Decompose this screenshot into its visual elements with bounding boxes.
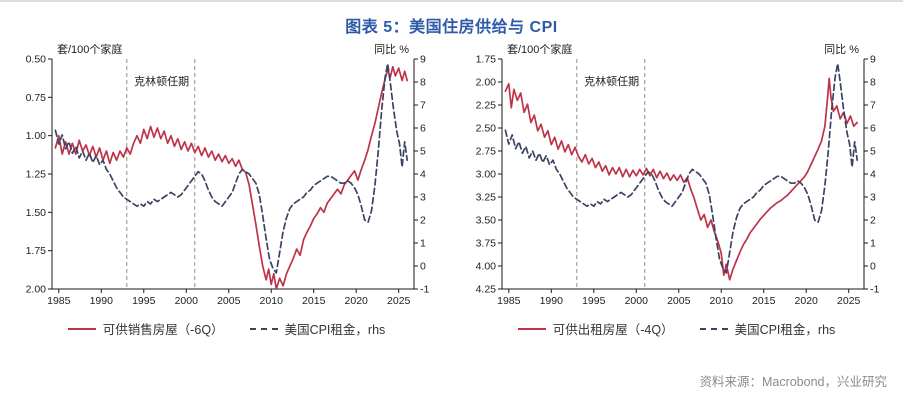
svg-text:2.50: 2.50 [475, 123, 496, 135]
svg-text:2015: 2015 [302, 295, 326, 307]
svg-text:1995: 1995 [132, 295, 156, 307]
svg-text:6: 6 [870, 123, 876, 135]
svg-text:2000: 2000 [174, 295, 198, 307]
svg-text:1: 1 [870, 238, 876, 250]
svg-text:套/100个家庭: 套/100个家庭 [57, 42, 122, 56]
legend-label: 美国CPI租金，rhs [284, 323, 386, 337]
charts-row: 0.50 0.75 1.00 1.25 1.50 1.75 2.00 9 8 7 6 5 4 3 2 1 0 -1… [0, 41, 903, 338]
legend-right-chart: 可供出租房屋（-4Q） 美国CPI租金，rhs [455, 319, 899, 338]
svg-text:1.00: 1.00 [25, 130, 46, 142]
svg-text:5: 5 [870, 146, 876, 158]
svg-text:2.25: 2.25 [475, 100, 496, 112]
svg-text:3.50: 3.50 [475, 215, 496, 227]
rental-homes-chart-canvas: 1.75 2.00 2.25 2.50 2.75 3.00 3.25 3.50 3.75 4.00… [475, 42, 879, 307]
dashed-line-sample-icon [249, 327, 278, 330]
top-divider [0, 0, 903, 2]
svg-text:5: 5 [420, 146, 426, 158]
svg-text:同比 %: 同比 % [824, 43, 859, 56]
svg-text:2020: 2020 [794, 295, 818, 307]
solid-line-sample-icon [517, 327, 546, 330]
svg-text:1990: 1990 [539, 295, 563, 307]
svg-text:-1: -1 [420, 284, 429, 296]
svg-text:0.50: 0.50 [25, 54, 46, 66]
legend-left-chart: 可供销售房屋（-6Q） 美国CPI租金，rhs [5, 319, 449, 338]
svg-text:1.75: 1.75 [25, 245, 46, 257]
svg-text:2025: 2025 [387, 295, 411, 307]
svg-text:1.50: 1.50 [25, 207, 46, 219]
svg-text:2010: 2010 [709, 295, 733, 307]
chart-rental-homes-vs-cpi: 1.75 2.00 2.25 2.50 2.75 3.00 3.25 3.50 3.75 4.00… [455, 41, 899, 338]
svg-text:3.75: 3.75 [475, 238, 496, 250]
svg-text:6: 6 [420, 123, 426, 135]
legend-label: 美国CPI租金，rhs [734, 323, 836, 337]
svg-text:1985: 1985 [497, 295, 521, 307]
svg-text:4: 4 [420, 169, 426, 181]
legend-series-homes-for-sale: 可供销售房屋（-6Q） [67, 319, 224, 338]
svg-text:7: 7 [420, 100, 426, 112]
svg-text:8: 8 [870, 77, 876, 89]
svg-text:2015: 2015 [752, 295, 776, 307]
svg-text:2005: 2005 [667, 295, 691, 307]
data-source: 资料来源：Macrobond，兴业研究 [699, 375, 887, 389]
svg-text:2000: 2000 [624, 295, 648, 307]
svg-text:克林顿任期: 克林顿任期 [584, 74, 639, 88]
svg-text:3.25: 3.25 [475, 192, 496, 204]
svg-text:2: 2 [870, 215, 876, 227]
legend-label: 可供销售房屋（-6Q） [102, 323, 224, 337]
svg-text:2.00: 2.00 [475, 77, 496, 89]
svg-text:2010: 2010 [259, 295, 283, 307]
solid-line-sample-icon [67, 327, 96, 330]
svg-text:套/100个家庭: 套/100个家庭 [507, 42, 572, 56]
svg-text:2.75: 2.75 [475, 146, 496, 158]
chart-homes-for-sale-vs-cpi: 0.50 0.75 1.00 1.25 1.50 1.75 2.00 9 8 7 6 5 4 3 2 1 0 -1… [5, 41, 449, 338]
svg-text:0: 0 [420, 261, 426, 273]
svg-text:4.00: 4.00 [475, 261, 496, 273]
svg-text:1.75: 1.75 [475, 54, 496, 66]
figure-title: 图表 5：美国住房供给与 CPI [345, 19, 558, 36]
svg-text:4: 4 [870, 169, 876, 181]
svg-text:2.00: 2.00 [25, 284, 46, 296]
svg-text:1: 1 [420, 238, 426, 250]
svg-text:9: 9 [420, 54, 426, 66]
legend-series-cpi-rent: 美国CPI租金，rhs [699, 319, 836, 338]
svg-text:4.25: 4.25 [475, 284, 496, 296]
svg-text:克林顿任期: 克林顿任期 [134, 74, 189, 88]
svg-text:同比 %: 同比 % [374, 43, 409, 56]
svg-text:3.00: 3.00 [475, 169, 496, 181]
svg-text:2005: 2005 [217, 295, 241, 307]
svg-text:1.25: 1.25 [25, 169, 46, 181]
svg-text:1985: 1985 [47, 295, 71, 307]
svg-text:3: 3 [420, 192, 426, 204]
dashed-line-sample-icon [699, 327, 728, 330]
legend-label: 可供出租房屋（-4Q） [552, 323, 674, 337]
svg-text:2020: 2020 [344, 295, 368, 307]
svg-text:1990: 1990 [89, 295, 113, 307]
svg-text:2: 2 [420, 215, 426, 227]
homes-for-sale-chart-canvas: 0.50 0.75 1.00 1.25 1.50 1.75 2.00 9 8 7 6 5 4 3 2 1 0 -1… [25, 42, 429, 307]
svg-text:7: 7 [870, 100, 876, 112]
svg-text:8: 8 [420, 77, 426, 89]
svg-text:0.75: 0.75 [25, 92, 46, 104]
svg-text:1995: 1995 [582, 295, 606, 307]
svg-text:-1: -1 [870, 284, 879, 296]
legend-series-rental-homes: 可供出租房屋（-4Q） [517, 319, 674, 338]
svg-text:0: 0 [870, 261, 876, 273]
svg-text:2025: 2025 [837, 295, 861, 307]
svg-text:9: 9 [870, 54, 876, 66]
legend-series-cpi-rent: 美国CPI租金，rhs [249, 319, 386, 338]
svg-text:3: 3 [870, 192, 876, 204]
